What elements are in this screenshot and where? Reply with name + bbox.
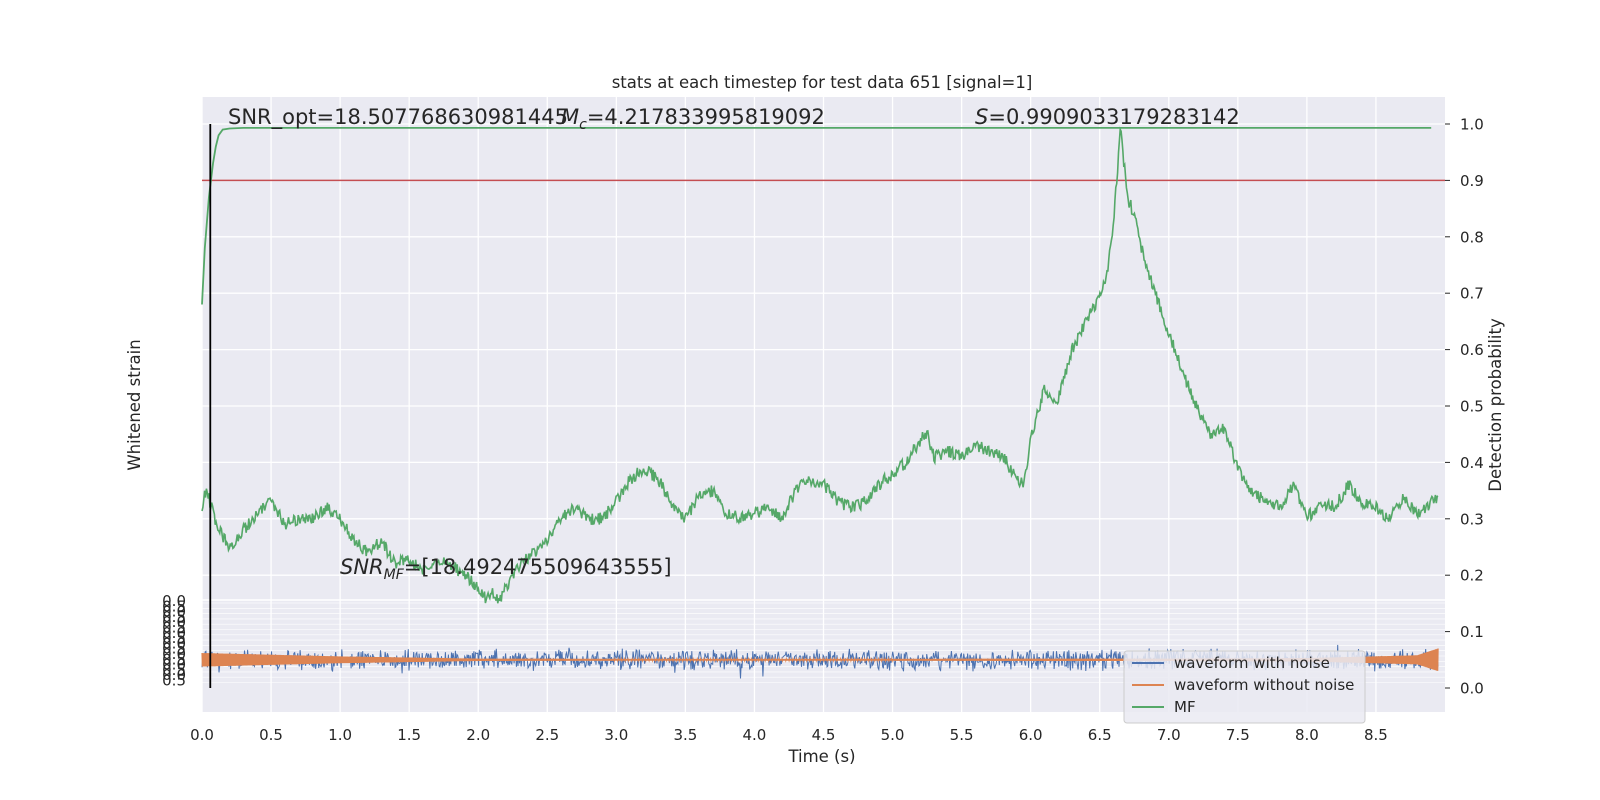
legend-label-noise: waveform with noise <box>1174 654 1330 672</box>
x-tick-label-16: 8.0 <box>1295 726 1319 744</box>
x-tick-label-12: 6.0 <box>1019 726 1043 744</box>
y-tick-label-1: 0.1 <box>1460 623 1484 641</box>
left-tick-label-3: 0.5 <box>162 608 186 626</box>
left-tick-label-0: 0.0 <box>162 592 186 610</box>
x-tick-label-7: 3.5 <box>673 726 697 744</box>
annotation-snr-mf-subscript: MF <box>384 567 405 583</box>
series-detection-probability <box>201 127 1432 305</box>
x-tick-label-0: 0.0 <box>190 726 214 744</box>
x-tick-label-6: 3.0 <box>604 726 628 744</box>
x-axis-label: Time (s) <box>787 747 855 766</box>
y-axis-label-right: Detection probability <box>1486 318 1505 492</box>
x-tick-label-15: 7.5 <box>1226 726 1250 744</box>
grid-lines <box>201 97 1445 712</box>
y-tick-label-9: 0.9 <box>1460 172 1484 190</box>
annotation-mc-symbol: M <box>561 105 579 129</box>
y-tick-label-3: 0.3 <box>1460 510 1484 528</box>
annotation-snr-mf-value: =[18.492475509643555] <box>404 555 672 579</box>
x-tick-label-9: 4.5 <box>812 726 836 744</box>
annotation-snr-opt: SNR_opt=18.507768630981445 <box>228 105 568 130</box>
y-tick-label-2: 0.2 <box>1460 567 1484 585</box>
left-tick-label-4: 0.0 <box>162 613 186 631</box>
chart-title: stats at each timestep for test data 651… <box>612 73 1033 92</box>
x-tick-label-4: 2.0 <box>466 726 490 744</box>
x-tick-label-11: 5.5 <box>950 726 974 744</box>
legend-box <box>1123 650 1366 724</box>
annotation-s: S=0.9909033179283142 <box>975 105 1240 129</box>
y-tick-label-7: 0.7 <box>1460 285 1484 303</box>
y-axis-label-left: Whitened strain <box>125 339 144 470</box>
x-tick-label-8: 4.0 <box>743 726 767 744</box>
left-tick-clutter: 0.00.50.00.50.00.50.00.50.00.50.00.50.00… <box>162 592 186 690</box>
annotation-snr-mf: SNRMF=[18.492475509643555] <box>340 555 672 583</box>
series-mf <box>201 126 1439 604</box>
annotation-s-value: =0.9909033179283142 <box>988 105 1239 129</box>
annotation-mc: Mc=4.217833995819092 <box>561 105 825 133</box>
x-tick-label-5: 2.5 <box>535 726 559 744</box>
y-tick-labels-right: 0.0 0.1 0.2 0.3 0.4 0.5 0.6 0.7 0.8 0.9 1.0 <box>1445 116 1484 698</box>
left-tick-label-15: 0.5 <box>162 672 186 690</box>
annotation-snr-mf-symbol: SNR <box>340 555 384 579</box>
left-tick-label-1: 0.5 <box>162 597 186 615</box>
left-tick-label-5: 0.5 <box>162 619 186 637</box>
x-tick-label-3: 1.5 <box>397 726 421 744</box>
legend-label-clean: waveform without noise <box>1174 676 1354 694</box>
y-tick-label-10: 1.0 <box>1460 116 1484 134</box>
x-tick-label-14: 7.0 <box>1157 726 1181 744</box>
left-tick-label-6: 0.0 <box>162 624 186 642</box>
x-tick-label-10: 5.0 <box>881 726 905 744</box>
left-tick-label-9: 0.5 <box>162 640 186 658</box>
annotation-s-symbol: S <box>975 105 988 129</box>
left-tick-label-10: 0.0 <box>162 645 186 663</box>
left-tick-label-8: 0.0 <box>162 634 186 652</box>
y-tick-label-6: 0.6 <box>1460 341 1484 359</box>
left-tick-label-7: 0.5 <box>162 629 186 647</box>
left-tick-label-11: 0.5 <box>162 650 186 668</box>
y-tick-label-4: 0.4 <box>1460 454 1484 472</box>
x-tick-label-2: 1.0 <box>328 726 352 744</box>
legend: waveform with noise waveform without noi… <box>1123 650 1366 724</box>
left-tick-label-13: 0.5 <box>162 661 186 679</box>
left-tick-label-2: 0.0 <box>162 603 186 621</box>
x-tick-label-13: 6.5 <box>1088 726 1112 744</box>
x-tick-labels: 0.0 0.5 1.0 1.5 2.0 2.5 3.0 3.5 4.0 4.5 5.0 5.5 6.0 6… <box>190 726 1388 744</box>
x-tick-label-1: 0.5 <box>259 726 283 744</box>
y-tick-label-8: 0.8 <box>1460 228 1484 246</box>
annotation-mc-value: =4.217833995819092 <box>587 105 825 129</box>
left-tick-label-14: 0.0 <box>162 666 186 684</box>
x-tick-label-17: 8.5 <box>1364 726 1388 744</box>
annotation-mc-subscript: c <box>579 117 587 133</box>
legend-label-mf: MF <box>1174 698 1196 716</box>
y-tick-label-0: 0.0 <box>1460 680 1484 698</box>
y-tick-label-5: 0.5 <box>1460 398 1484 416</box>
left-tick-label-12: 0.0 <box>162 656 186 674</box>
